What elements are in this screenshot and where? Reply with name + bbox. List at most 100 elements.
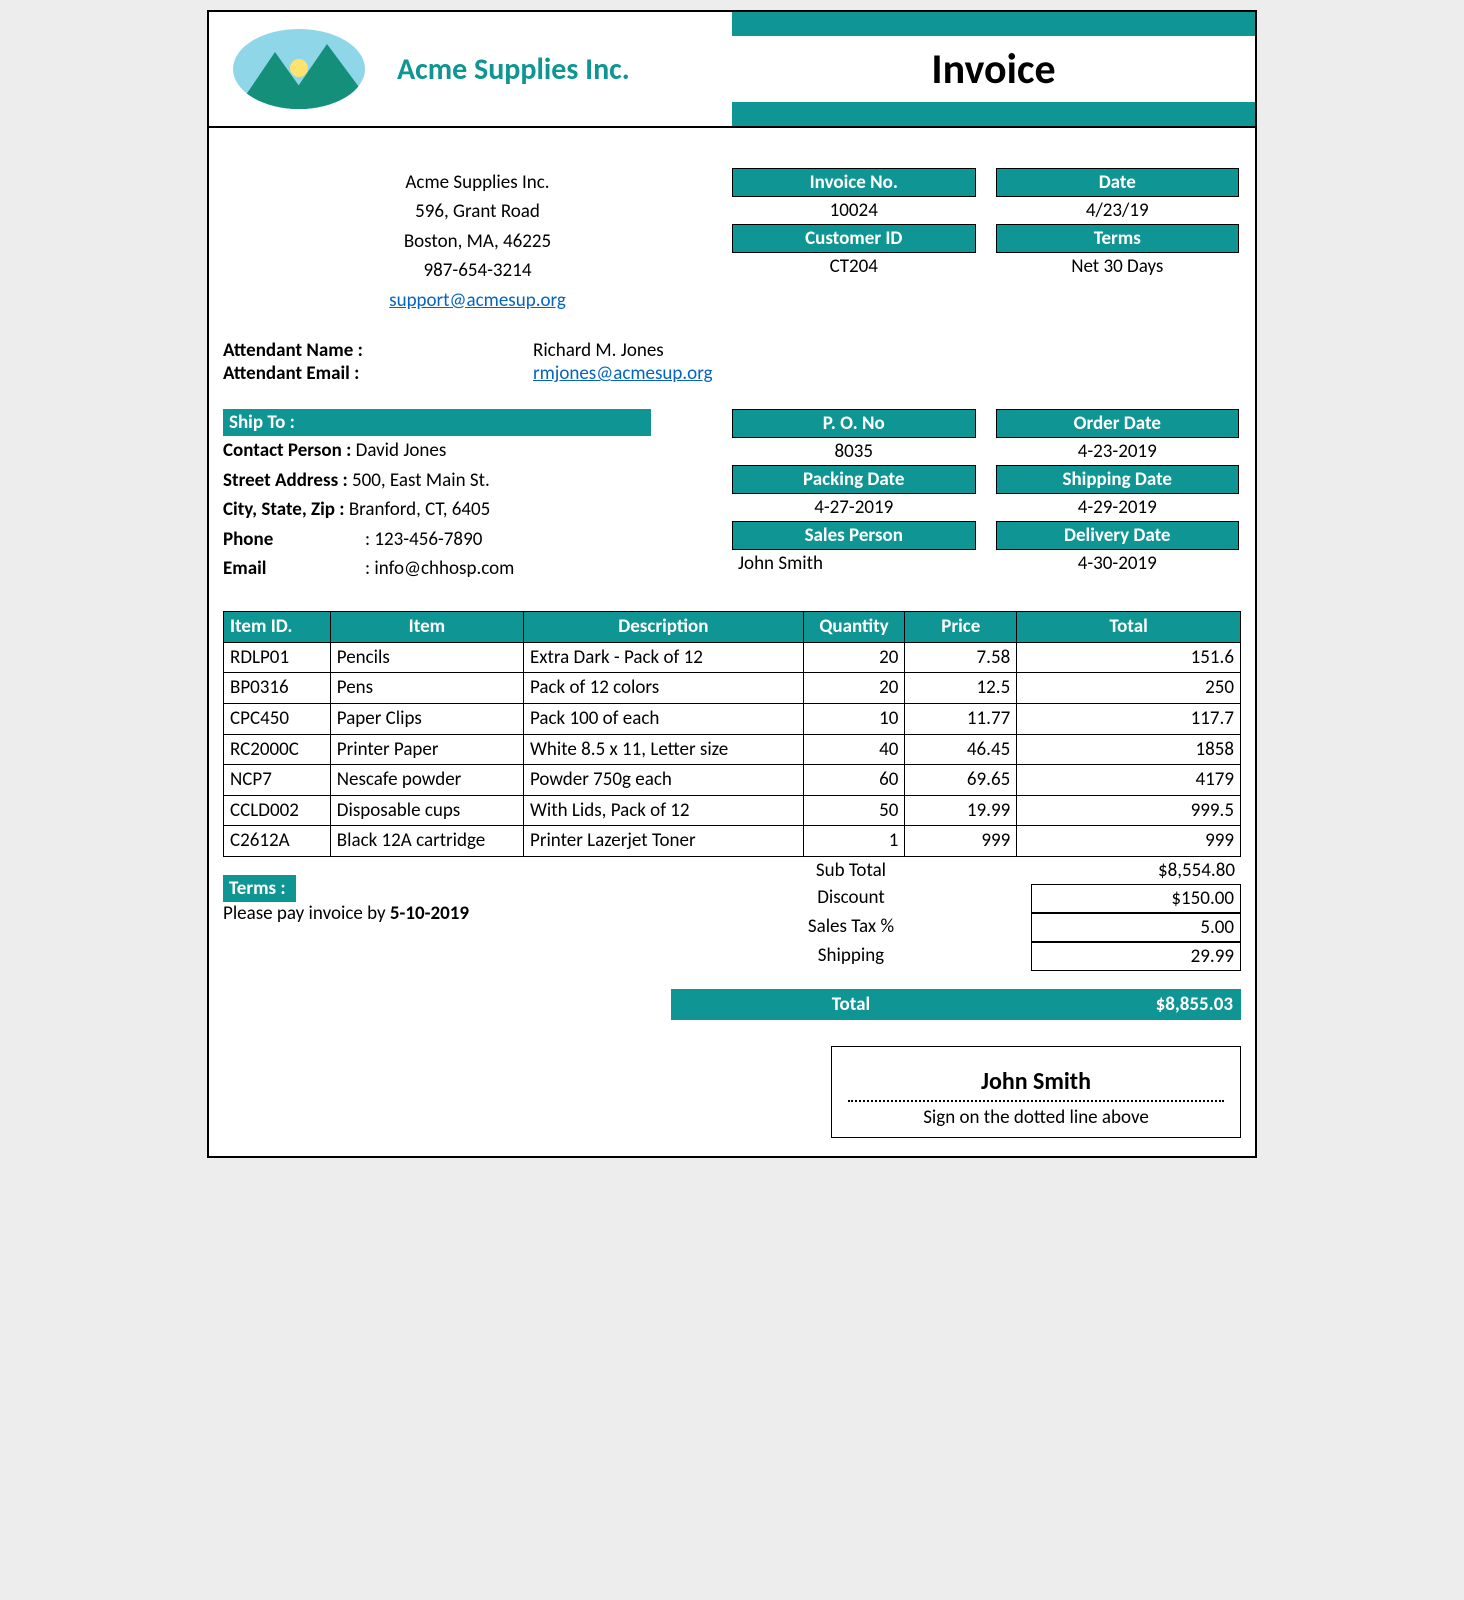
shipping-date-value: 4-29-2019 (996, 494, 1240, 521)
packing-date-value: 4-27-2019 (732, 494, 976, 521)
table-row: RC2000CPrinter PaperWhite 8.5 x 11, Lett… (224, 734, 1241, 765)
header-stripe-top (732, 12, 1255, 36)
order-date-value: 4-23-2019 (996, 438, 1240, 465)
cell-item: Disposable cups (330, 795, 523, 826)
cell-price: 11.77 (905, 704, 1017, 735)
cell-description: Powder 750g each (524, 765, 804, 796)
table-row: CPC450Paper ClipsPack 100 of each1011.77… (224, 704, 1241, 735)
cell-description: Pack 100 of each (524, 704, 804, 735)
company-name: Acme Supplies Inc. (397, 51, 630, 88)
sales-person-value: John Smith (732, 550, 976, 577)
ship-to-street: 500, East Main St. (352, 469, 490, 492)
summary-block: Sub Total $8,554.80 Discount $150.00 Sal… (671, 857, 1241, 1020)
header-left: Acme Supplies Inc. (209, 12, 732, 126)
cell-item: Black 12A cartridge (330, 826, 523, 857)
invoice-meta: Invoice No. Date 10024 4/23/19 Customer … (732, 168, 1241, 315)
shipping-date-label: Shipping Date (996, 465, 1240, 494)
header-right: Invoice (732, 12, 1255, 126)
summary-total-bar: Total $8,855.03 (671, 989, 1241, 1020)
cell-item-id: RDLP01 (224, 642, 331, 673)
shipping-value: 29.99 (1031, 942, 1241, 971)
ship-to-email: info@chhosp.com (374, 557, 514, 580)
col-description: Description (524, 612, 804, 643)
line-items-table: Item ID. Item Description Quantity Price… (223, 611, 1241, 856)
cell-quantity: 20 (803, 642, 905, 673)
table-row: RDLP01PencilsExtra Dark - Pack of 12207.… (224, 642, 1241, 673)
subtotal-value: $8,554.80 (1031, 857, 1241, 884)
signature-instruction: Sign on the dotted line above (842, 1106, 1230, 1129)
cell-price: 46.45 (905, 734, 1017, 765)
supplier-block: Acme Supplies Inc. 596, Grant Road Bosto… (223, 168, 732, 315)
ship-to-phone: 123-456-7890 (374, 528, 482, 551)
cell-item: Nescafe powder (330, 765, 523, 796)
company-logo-icon (229, 24, 369, 114)
document-title: Invoice (931, 44, 1055, 95)
discount-value: $150.00 (1031, 884, 1241, 913)
attendant-email-link[interactable]: rmjones@acmesup.org (533, 362, 713, 385)
invoice-no-value: 10024 (732, 197, 976, 224)
document-header: Acme Supplies Inc. Invoice (209, 12, 1255, 128)
discount-label: Discount (671, 884, 1031, 913)
after-items: Terms : Please pay invoice by 5-10-2019 … (223, 857, 1241, 1020)
cell-total: 117.7 (1017, 704, 1241, 735)
subtotal-label: Sub Total (671, 857, 1031, 884)
po-value: 8035 (732, 438, 976, 465)
supplier-city-state-zip: Boston, MA, 46225 (389, 227, 566, 256)
sales-person-label: Sales Person (732, 521, 976, 550)
po-label: P. O. No (732, 409, 976, 438)
ship-to-street-label: Street Address : (223, 469, 348, 492)
col-total: Total (1017, 612, 1241, 643)
header-stripe-bottom (732, 102, 1255, 126)
terms-text: Please pay invoice by 5-10-2019 (223, 902, 671, 925)
signature-wrap: John Smith Sign on the dotted line above (223, 1046, 1241, 1138)
mid-row: Ship To : Contact Person : David Jones S… (223, 409, 1241, 583)
col-price: Price (905, 612, 1017, 643)
order-meta: P. O. No Order Date 8035 4-23-2019 Packi… (732, 409, 1241, 583)
signature-name: John Smith (842, 1067, 1230, 1096)
col-item: Item (330, 612, 523, 643)
col-item-id: Item ID. (224, 612, 331, 643)
col-quantity: Quantity (803, 612, 905, 643)
cell-price: 19.99 (905, 795, 1017, 826)
table-row: CCLD002Disposable cupsWith Lids, Pack of… (224, 795, 1241, 826)
supplier-phone: 987-654-3214 (389, 256, 566, 285)
customer-id-value: CT204 (732, 253, 976, 280)
ship-to-contact: David Jones (356, 439, 447, 462)
cell-item: Paper Clips (330, 704, 523, 735)
terms-block: Terms : Please pay invoice by 5-10-2019 (223, 857, 671, 1020)
invoice-date-label: Date (996, 168, 1240, 197)
cell-total: 999.5 (1017, 795, 1241, 826)
tax-label: Sales Tax % (671, 913, 1031, 942)
terms-heading: Terms : (223, 875, 296, 902)
delivery-date-value: 4-30-2019 (996, 550, 1240, 577)
attendant-block: Attendant Name : Richard M. Jones Attend… (223, 339, 1241, 385)
signature-dotted-line (848, 1100, 1224, 1102)
total-value: $8,855.03 (1031, 989, 1241, 1020)
cell-item-id: C2612A (224, 826, 331, 857)
terms-text-prefix: Please pay invoice by (223, 902, 390, 925)
cell-total: 4179 (1017, 765, 1241, 796)
table-row: C2612ABlack 12A cartridgePrinter Lazerje… (224, 826, 1241, 857)
cell-quantity: 40 (803, 734, 905, 765)
shipping-label: Shipping (671, 942, 1031, 971)
cell-price: 7.58 (905, 642, 1017, 673)
ship-to-contact-label: Contact Person : (223, 439, 351, 462)
cell-quantity: 10 (803, 704, 905, 735)
supplier-email-link[interactable]: support@acmesup.org (389, 289, 566, 312)
cell-item-id: CPC450 (224, 704, 331, 735)
table-row: NCP7Nescafe powderPowder 750g each6069.6… (224, 765, 1241, 796)
delivery-date-label: Delivery Date (996, 521, 1240, 550)
cell-item-id: CCLD002 (224, 795, 331, 826)
cell-price: 999 (905, 826, 1017, 857)
cell-price: 12.5 (905, 673, 1017, 704)
ship-to-csz: Branford, CT, 6405 (349, 498, 490, 521)
cell-quantity: 60 (803, 765, 905, 796)
line-items-header-row: Item ID. Item Description Quantity Price… (224, 612, 1241, 643)
ship-to-phone-label: Phone (223, 528, 273, 551)
cell-item-id: NCP7 (224, 765, 331, 796)
logo-sun (290, 59, 308, 77)
invoice-terms-value: Net 30 Days (996, 253, 1240, 280)
invoice-no-label: Invoice No. (732, 168, 976, 197)
attendant-name-label: Attendant Name : (223, 339, 533, 362)
cell-item: Pencils (330, 642, 523, 673)
